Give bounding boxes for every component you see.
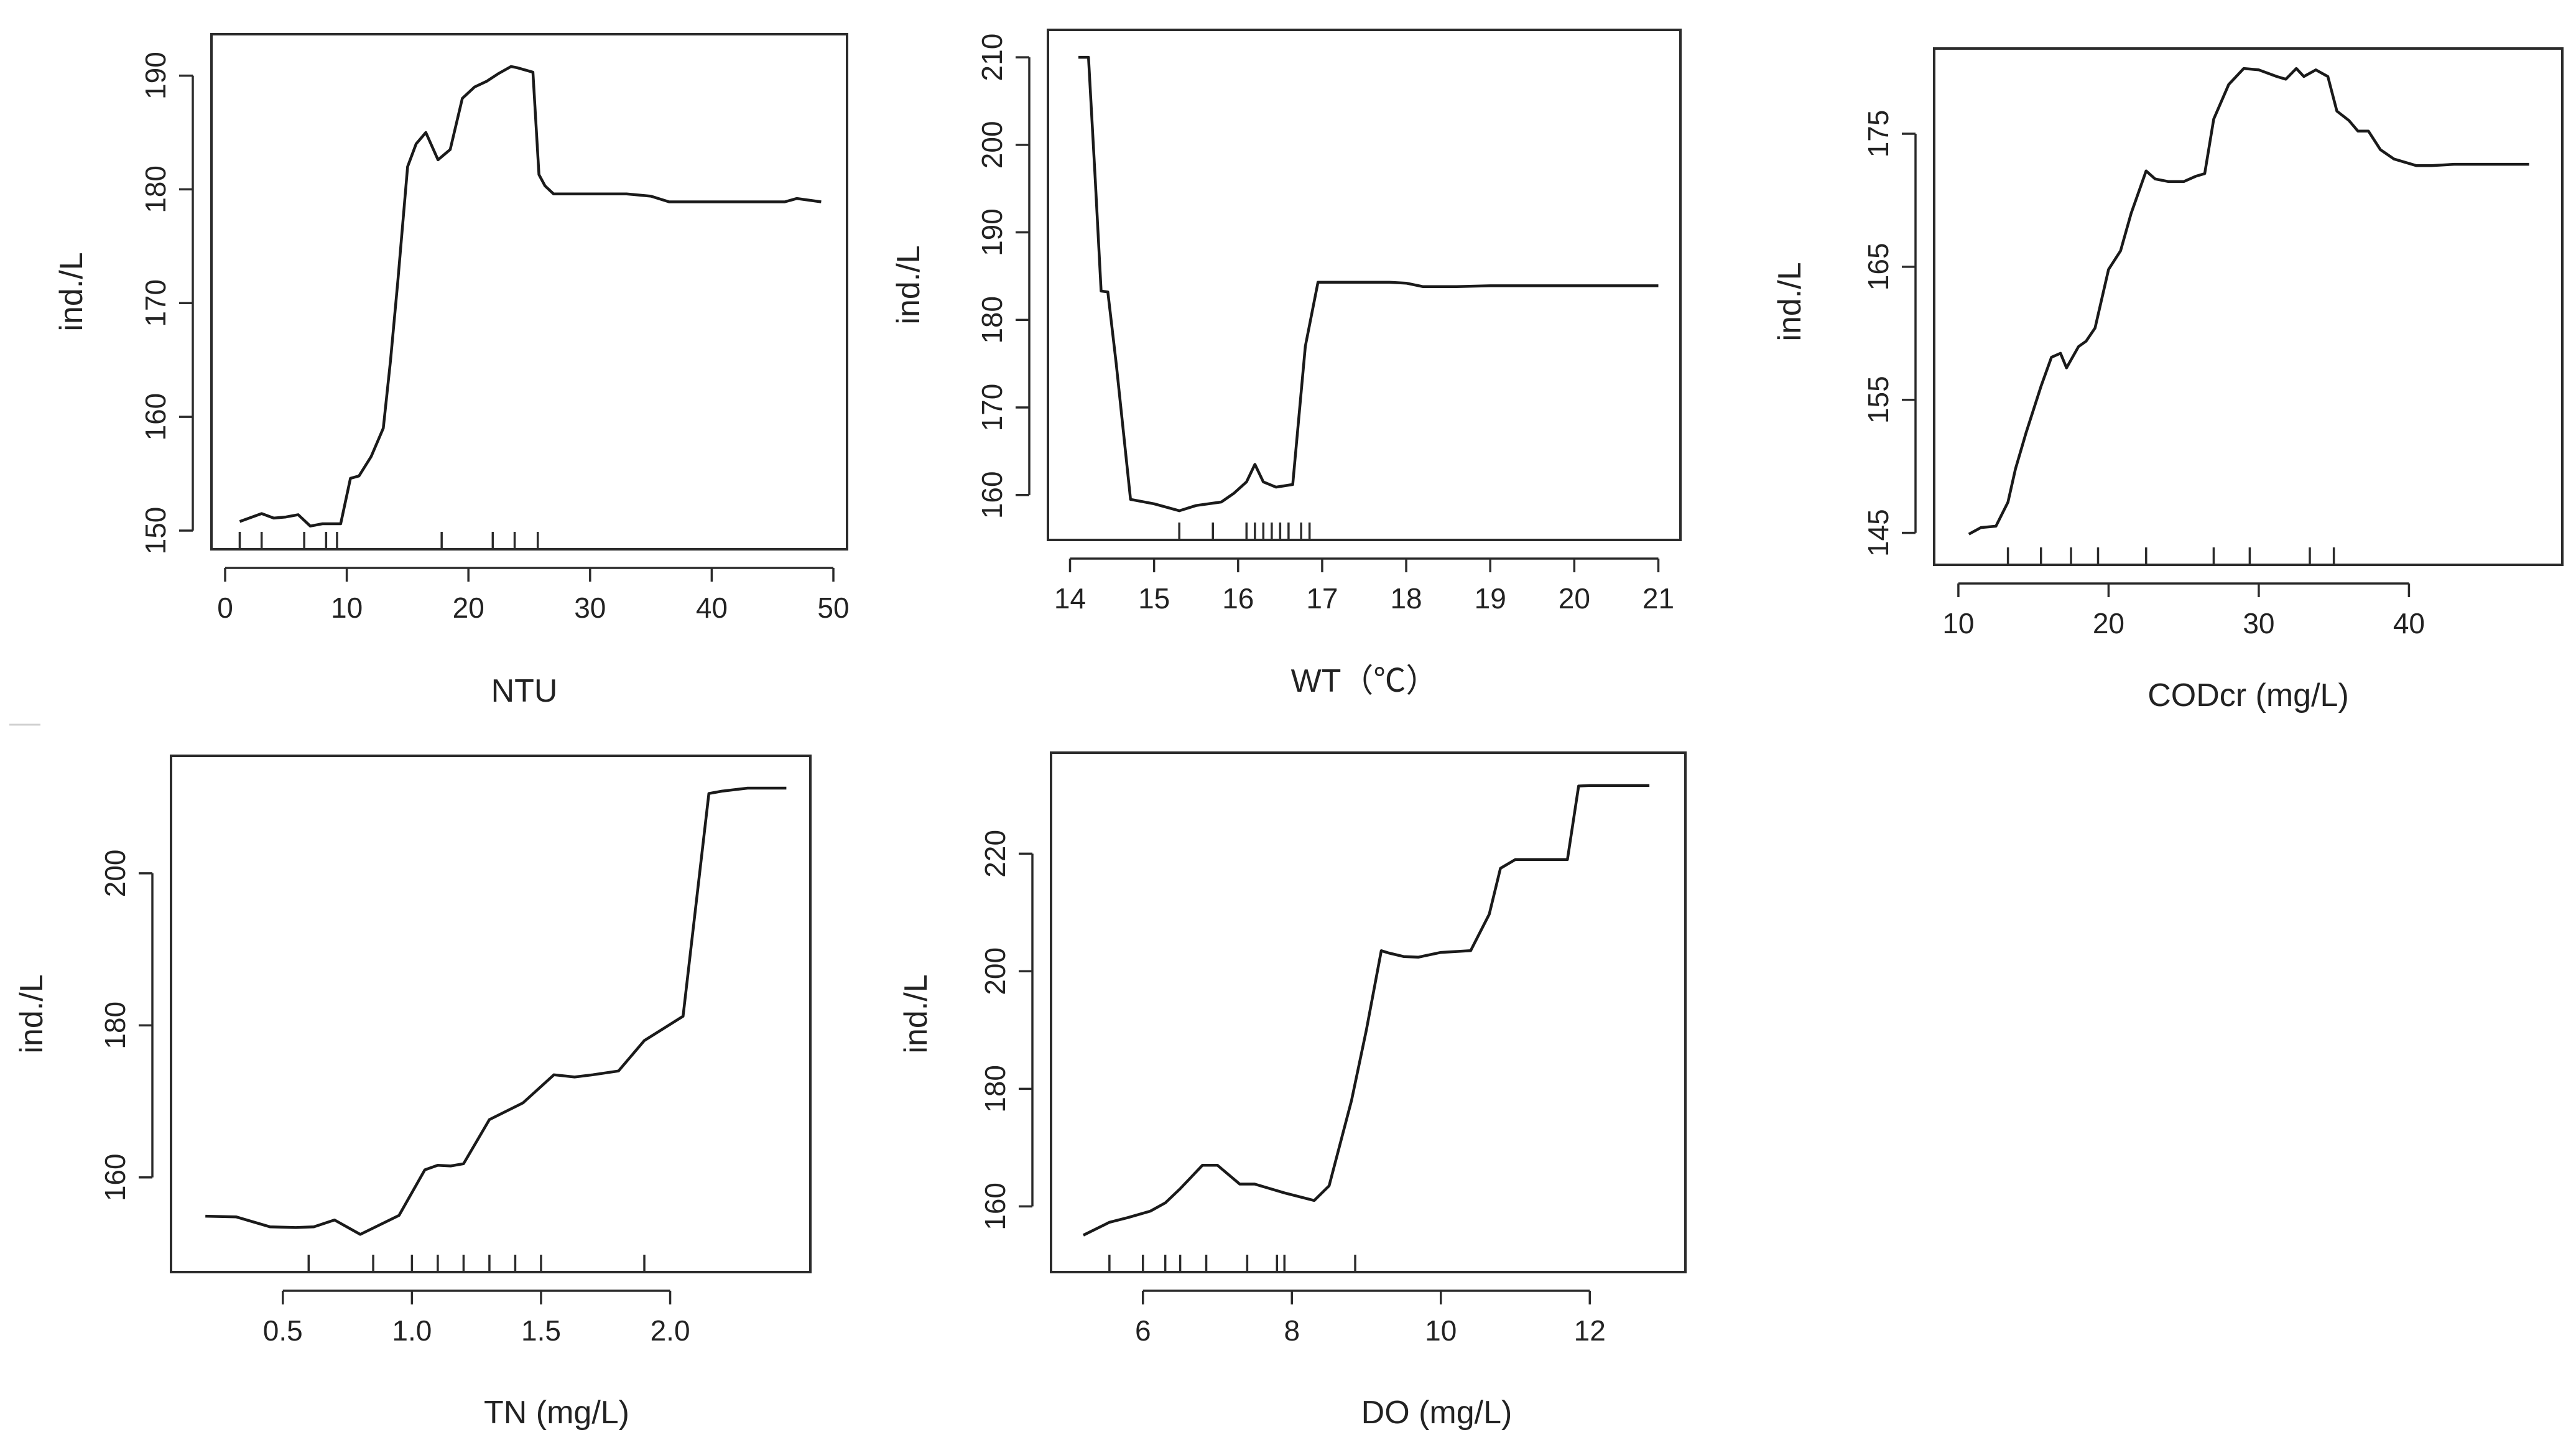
- x-axis: 0 10 20 30 40 50: [217, 567, 850, 624]
- y-tick-label: 160: [976, 471, 1008, 519]
- rug-ticks: [1178, 523, 1311, 540]
- y-tick-label: 160: [979, 1183, 1011, 1230]
- x-tick-label: 1.5: [521, 1314, 561, 1347]
- x-tick-label: 30: [2243, 607, 2274, 639]
- x-axis: 10 20 30 40: [1942, 582, 2425, 639]
- y-axis: 150 160 170 180 190: [139, 52, 194, 555]
- x-tick-label: 15: [1138, 582, 1170, 615]
- x-tick-label: 30: [574, 592, 606, 624]
- x-tick-label: 1.0: [392, 1314, 432, 1347]
- y-axis: 160 180 200 220: [979, 830, 1034, 1230]
- y-tick-label: 220: [979, 830, 1011, 878]
- x-tick-label: 16: [1222, 582, 1254, 615]
- y-axis-title: ind./L: [14, 974, 50, 1053]
- y-tick-label: 160: [99, 1153, 131, 1201]
- dependence-curve: [239, 65, 822, 527]
- y-axis-title: ind./L: [53, 252, 90, 331]
- x-tick-label: 17: [1306, 582, 1338, 615]
- y-tick-label: 175: [1862, 110, 1894, 158]
- x-tick-label: 10: [1425, 1314, 1457, 1347]
- y-tick-label: 170: [139, 279, 172, 327]
- y-tick-label: 210: [976, 34, 1008, 81]
- x-tick-label: 20: [1559, 582, 1590, 615]
- y-axis: 160 180 200: [99, 850, 154, 1201]
- y-axis: 160 170 180 190 200 210: [976, 34, 1031, 519]
- panel-tn: 0.5 1.0 1.5 2.0 160 180 200 TN (mg/L) ind./L: [14, 755, 812, 1431]
- y-tick-label: 190: [139, 52, 172, 100]
- x-axis: 0.5 1.0 1.5 2.0: [263, 1290, 690, 1347]
- x-tick-label: 20: [453, 592, 484, 624]
- x-tick-label: 10: [1942, 607, 1974, 639]
- y-tick-label: 180: [99, 1002, 131, 1049]
- y-tick-label: 200: [99, 850, 131, 898]
- y-tick-label: 180: [976, 296, 1008, 344]
- y-tick-label: 160: [139, 393, 172, 441]
- x-axis-title: CODcr (mg/L): [2147, 677, 2349, 713]
- y-tick-label: 200: [979, 947, 1011, 995]
- y-axis-title: ind./L: [1772, 262, 1808, 341]
- x-tick-label: 8: [1284, 1314, 1300, 1347]
- rug-ticks: [307, 1255, 646, 1272]
- rug-ticks: [1108, 1255, 1356, 1272]
- plot-frame: [1933, 47, 2564, 566]
- plot-frame: [170, 755, 812, 1273]
- dependence-curve: [1968, 67, 2529, 536]
- x-tick-label: 40: [2393, 607, 2425, 639]
- panel-ntu: 0 10 20 30 40 50 150 160 170 180 190 NTU ind./L: [53, 33, 850, 709]
- x-tick-label: 0.5: [263, 1314, 303, 1347]
- y-tick-label: 155: [1862, 376, 1894, 424]
- x-axis-title: NTU: [491, 673, 558, 709]
- y-axis-title: ind./L: [891, 245, 927, 324]
- dependence-curve: [1078, 55, 1659, 513]
- y-tick-label: 190: [976, 208, 1008, 256]
- x-tick-label: 2.0: [651, 1314, 690, 1347]
- x-axis: 14 15 16 17 18 19 20 21: [1054, 557, 1674, 615]
- y-tick-label: 145: [1862, 509, 1894, 557]
- panel-codcr: 10 20 30 40 145 155 165 175 CODcr (mg/L) ind./…: [1772, 47, 2564, 713]
- x-axis-title: TN (mg/L): [484, 1395, 629, 1431]
- dependence-curve: [205, 786, 787, 1236]
- x-axis: 6 8 10 12: [1135, 1290, 1606, 1347]
- x-tick-label: 14: [1054, 582, 1086, 615]
- x-tick-label: 21: [1642, 582, 1674, 615]
- x-axis-title: DO (mg/L): [1361, 1395, 1513, 1431]
- y-tick-label: 170: [976, 384, 1008, 432]
- y-tick-label: 165: [1862, 243, 1894, 290]
- x-tick-label: 6: [1135, 1314, 1151, 1347]
- y-tick-label: 200: [976, 121, 1008, 169]
- y-tick-label: 150: [139, 507, 172, 555]
- rug-ticks: [238, 532, 539, 549]
- x-tick-label: 12: [1574, 1314, 1606, 1347]
- x-tick-label: 40: [696, 592, 728, 624]
- panel-wt: 14 15 16 17 18 19 20 21 160 170 180 190 200 210 WT（℃…: [891, 29, 1682, 699]
- x-tick-label: 50: [817, 592, 849, 624]
- x-tick-label: 20: [2093, 607, 2124, 639]
- y-axis-title: ind./L: [898, 974, 934, 1053]
- x-axis-title: WT（℃）: [1291, 663, 1439, 699]
- x-tick-label: 10: [331, 592, 363, 624]
- plot-frame: [1050, 751, 1687, 1273]
- panel-do: 6 8 10 12 160 180 200 220 DO (mg/L) ind./L: [898, 751, 1687, 1431]
- y-tick-label: 180: [139, 165, 172, 213]
- plot-frame: [1047, 29, 1682, 541]
- y-axis: 145 155 165 175: [1862, 110, 1917, 557]
- x-tick-label: 0: [217, 592, 233, 624]
- dependence-curve: [1082, 784, 1650, 1237]
- x-tick-label: 18: [1390, 582, 1422, 615]
- x-tick-label: 19: [1475, 582, 1506, 615]
- plot-frame: [210, 33, 848, 551]
- rug-ticks: [2006, 547, 2335, 565]
- y-tick-label: 180: [979, 1065, 1011, 1113]
